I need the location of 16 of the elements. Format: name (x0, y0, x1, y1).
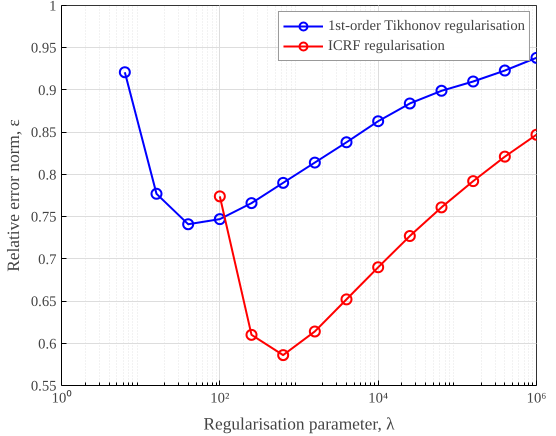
legend-label: 1st-order Tikhonov regularisation (328, 18, 525, 34)
y-tick-label: 0.95 (30, 40, 57, 57)
x-tick-label: 10⁴ (368, 390, 388, 406)
y-tick-label: 0.85 (30, 125, 57, 142)
y-tick-label: 0.9 (38, 82, 57, 99)
y-tick-label: 0.65 (30, 294, 57, 310)
y-axis-title: Relative error norm, ε (4, 119, 23, 272)
y-tick-label: 0.6 (38, 336, 57, 352)
x-tick-label: 10² (210, 390, 230, 406)
x-tick-label: 10⁶ (526, 390, 546, 406)
legend-label: ICRF regularisation (328, 38, 445, 54)
y-tick-label: 1 (49, 0, 56, 14)
y-tick-label: 0.7 (38, 252, 57, 268)
y-tick-label: 0.8 (38, 167, 57, 184)
x-axis-title: Regularisation parameter, λ (203, 414, 396, 434)
y-tick-label: 0.75 (30, 210, 57, 226)
